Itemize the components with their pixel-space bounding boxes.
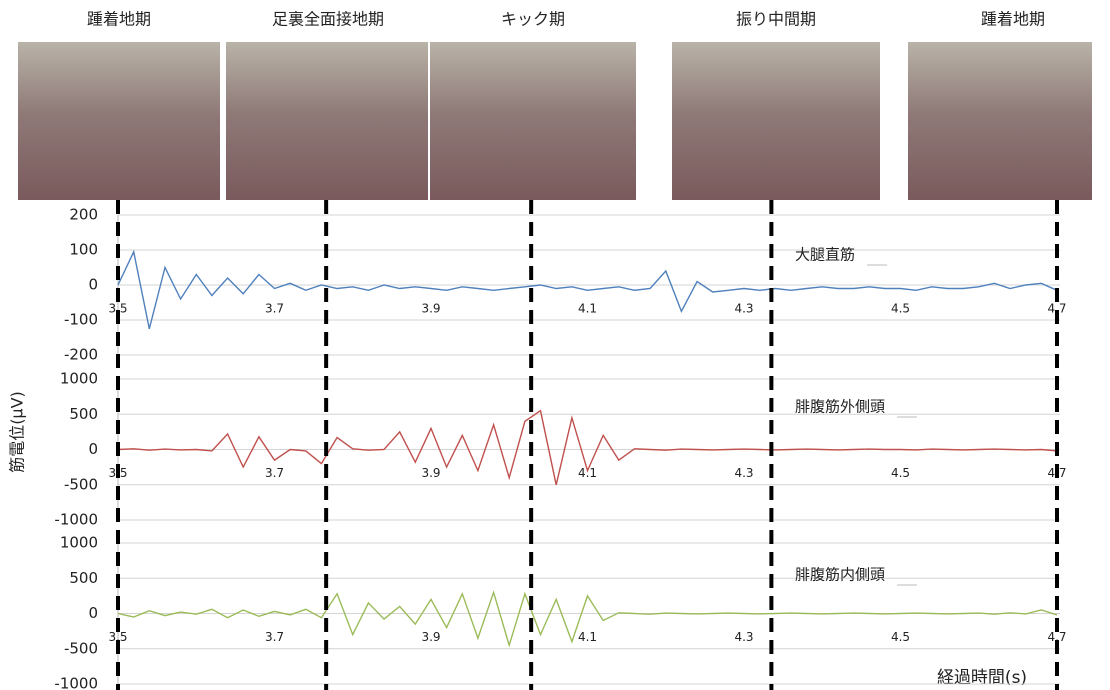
y-tick-label: 0 — [88, 604, 98, 622]
photos — [18, 42, 1092, 200]
x-tick-label: 3.7 — [265, 302, 284, 316]
emg-line — [118, 252, 1057, 329]
y-tick-label: 1000 — [60, 370, 98, 388]
x-tick-label: 4.1 — [578, 630, 597, 644]
x-tick-label: 4.1 — [578, 302, 597, 316]
phase-label: 踵着地期 — [87, 10, 151, 29]
y-tick-label: -500 — [64, 475, 98, 493]
x-tick-label: 3.9 — [421, 302, 440, 316]
x-tick-label: 4.3 — [734, 630, 753, 644]
y-tick-label: 0 — [88, 440, 98, 458]
legend-label: 大腿直筋 — [795, 246, 855, 264]
x-tick-label: 4.5 — [891, 302, 910, 316]
x-axis-label: 経過時間(s) — [937, 668, 1027, 688]
y-tick-label: 500 — [69, 569, 98, 587]
y-tick-label: 1000 — [60, 534, 98, 552]
y-tick-label: -100 — [64, 311, 98, 329]
phase-label: キック期 — [501, 10, 565, 29]
photo — [226, 42, 428, 200]
x-tick-label: 4.5 — [891, 466, 910, 480]
y-tick-label: -1000 — [54, 511, 98, 529]
phase-label: 振り中間期 — [736, 10, 816, 29]
x-tick-label: 3.7 — [265, 466, 284, 480]
y-tick-label: 0 — [88, 276, 98, 294]
y-tick-label: 100 — [69, 241, 98, 259]
emg-figure: 筋電位(μV) 経過時間(s) -200-10001002003.53.73.9… — [0, 0, 1110, 690]
y-axis-label: 筋電位(μV) — [8, 391, 27, 473]
y-tick-label: -500 — [64, 639, 98, 657]
y-tick-label: 200 — [69, 206, 98, 224]
legend-label: 腓腹筋外側頭 — [795, 398, 885, 416]
legend-label: 腓腹筋内側頭 — [795, 566, 885, 584]
x-tick-label: 4.5 — [891, 630, 910, 644]
photo — [18, 42, 220, 200]
y-tick-label: -1000 — [54, 675, 98, 690]
phase-label: 足裏全面接地期 — [272, 10, 384, 29]
phase-label: 踵着地期 — [981, 10, 1045, 29]
y-tick-label: 500 — [69, 405, 98, 423]
x-tick-label: 3.9 — [421, 466, 440, 480]
photo — [908, 42, 1092, 200]
photo — [430, 42, 636, 200]
page: 筋電位(μV) 経過時間(s) -200-10001002003.53.73.9… — [0, 0, 1110, 690]
photo — [672, 42, 880, 200]
x-tick-label: 4.1 — [578, 466, 597, 480]
x-tick-label: 4.3 — [734, 302, 753, 316]
x-tick-label: 3.7 — [265, 630, 284, 644]
x-tick-label: 3.9 — [421, 630, 440, 644]
x-tick-label: 4.3 — [734, 466, 753, 480]
y-tick-label: -200 — [64, 346, 98, 364]
